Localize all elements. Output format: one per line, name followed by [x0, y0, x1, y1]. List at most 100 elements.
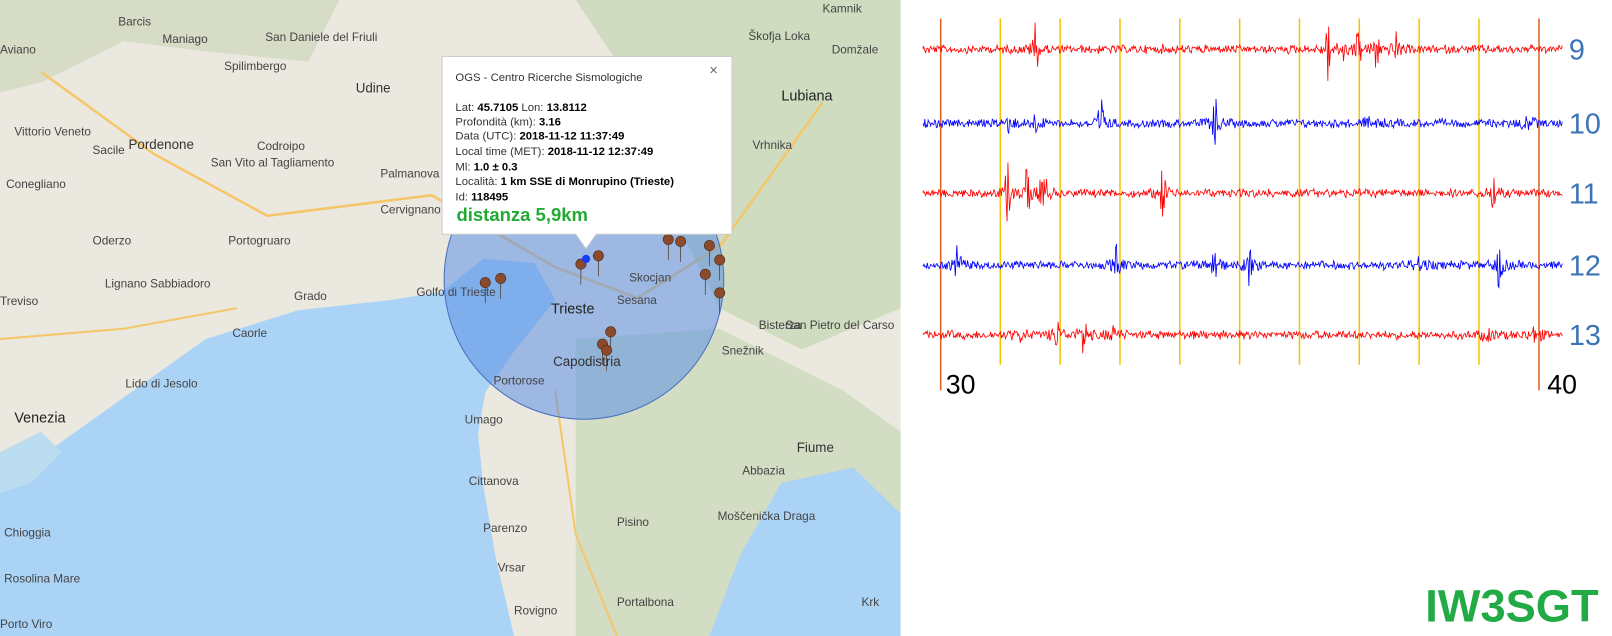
event-markers [479, 233, 726, 371]
place-labels: Barcis Maniago San Daniele del Friuli Sp… [0, 1, 895, 630]
value: 3.16 [539, 116, 561, 128]
place-label: Rosolina Mare [4, 572, 81, 586]
trace [922, 98, 1563, 145]
place-label: Krk [862, 595, 880, 609]
road [0, 307, 237, 341]
place-label: Conegliano [6, 177, 66, 191]
value: 118495 [471, 191, 508, 203]
trace-label: 9 [1569, 35, 1585, 67]
trace-label: 11 [1569, 178, 1599, 210]
relief [0, 0, 340, 93]
marker [593, 250, 604, 277]
label: Località: [455, 176, 497, 188]
place-label: Portogruaro [228, 234, 291, 248]
label: Lat: [455, 102, 474, 114]
seismogram: 9 10 11 12 13 [922, 18, 1601, 391]
sea [709, 467, 901, 636]
label: Data (UTC): [455, 131, 516, 143]
place-label: Lido di Jesolo [125, 376, 198, 390]
place-label: Palmanova [380, 167, 439, 181]
trace-label: 12 [1569, 250, 1601, 282]
trace [922, 22, 1563, 81]
place-label: Trieste [551, 301, 594, 317]
place-label: Udine [356, 80, 391, 95]
trace [922, 243, 1563, 289]
place-label: Umago [465, 412, 503, 426]
place-label: Portorose [493, 373, 545, 387]
map: Barcis Maniago San Daniele del Friuli Sp… [0, 0, 901, 636]
trace-label: 10 [1569, 109, 1601, 141]
marker [479, 277, 491, 304]
marker [714, 254, 726, 281]
place-label: Capodistria [553, 354, 621, 369]
place-label: Portalbona [617, 595, 675, 609]
label: Local time (MET): [455, 146, 544, 158]
popup-line: Local time (MET): 2018-11-12 12:37:49 [455, 146, 653, 158]
label: Id: [455, 191, 468, 203]
place-label: Lubiana [781, 89, 832, 105]
place-label: Domžale [832, 42, 879, 56]
distance: distanza 5,9km [456, 204, 588, 225]
road [554, 390, 618, 636]
place-label: Barcis [118, 15, 151, 29]
popup-line: Profondità (km): 3.16 [455, 116, 561, 128]
marker [495, 273, 507, 299]
place-label: Škofja Loka [748, 29, 810, 43]
sea [0, 258, 556, 636]
place-label: Lignano Sabbiadoro [105, 277, 211, 291]
label: Profondità (km): [455, 116, 535, 128]
place-label: Cittanova [469, 474, 519, 488]
selected-marker[interactable] [581, 254, 591, 276]
popup-line: Ml: 1.0 ± 0.3 [455, 162, 517, 174]
place-label: Bisterza [759, 318, 802, 332]
place-label: Codroipo [257, 139, 305, 153]
marker [601, 344, 612, 371]
place-label: Vrhnika [753, 138, 793, 152]
place-label: Sesana [617, 293, 657, 307]
marker [714, 287, 726, 314]
place-label: Golfo di Trieste [416, 285, 496, 299]
time-label: 40 [1547, 370, 1577, 400]
trace [922, 321, 1563, 354]
place-label: San Pietro del Carso [785, 318, 894, 332]
popup-line: Id: 118495 [455, 191, 508, 203]
marker [699, 268, 711, 295]
marker [605, 326, 617, 353]
popup-line: Lat: 45.7105 Lon: 13.8112 [455, 102, 586, 114]
place-label: Aviano [0, 42, 36, 56]
place-label: San Daniele del Friuli [265, 30, 377, 44]
marker [704, 240, 715, 267]
place-label: Caorle [232, 326, 267, 340]
place-label: Vittorio Veneto [14, 125, 91, 139]
label: Lon: [521, 102, 543, 114]
place-label: Snežnik [722, 343, 764, 357]
place-label: Moščenička Draga [718, 509, 816, 523]
place-label: Oderzo [93, 234, 132, 248]
place-label: Venezia [14, 410, 65, 426]
place-label: Sacile [93, 143, 126, 157]
place-label: Fiume [797, 440, 834, 455]
place-label: Chioggia [4, 525, 51, 539]
value: 1 km SSE di Monrupino (Trieste) [501, 176, 675, 188]
place-label: Porto Viro [0, 617, 53, 631]
place-label: Kamnik [822, 1, 861, 15]
close-button[interactable]: × [709, 63, 717, 79]
place-label: Rovigno [514, 603, 558, 617]
place-label: Spilimbergo [224, 59, 287, 73]
value: 2018-11-12 12:37:49 [548, 146, 654, 158]
place-label: Abbazia [742, 464, 785, 478]
marker [675, 236, 687, 263]
label: Ml: [455, 162, 470, 174]
place-label: Skocjan [629, 271, 671, 285]
popup-title: OGS - Centro Ricerche Sismologiche [455, 72, 642, 84]
value: 13.8112 [547, 102, 587, 114]
place-label: Parenzo [483, 521, 527, 535]
popup-line: Data (UTC): 2018-11-12 11:37:49 [455, 131, 624, 143]
place-label: San Vito al Tagliamento [211, 155, 335, 169]
station-label: IW3SGT [1425, 581, 1599, 632]
trace [922, 162, 1563, 222]
value: 1.0 ± 0.3 [474, 162, 518, 174]
popup-line: Località: 1 km SSE di Monrupino (Trieste… [455, 176, 674, 188]
trace-label: 13 [1569, 320, 1601, 352]
